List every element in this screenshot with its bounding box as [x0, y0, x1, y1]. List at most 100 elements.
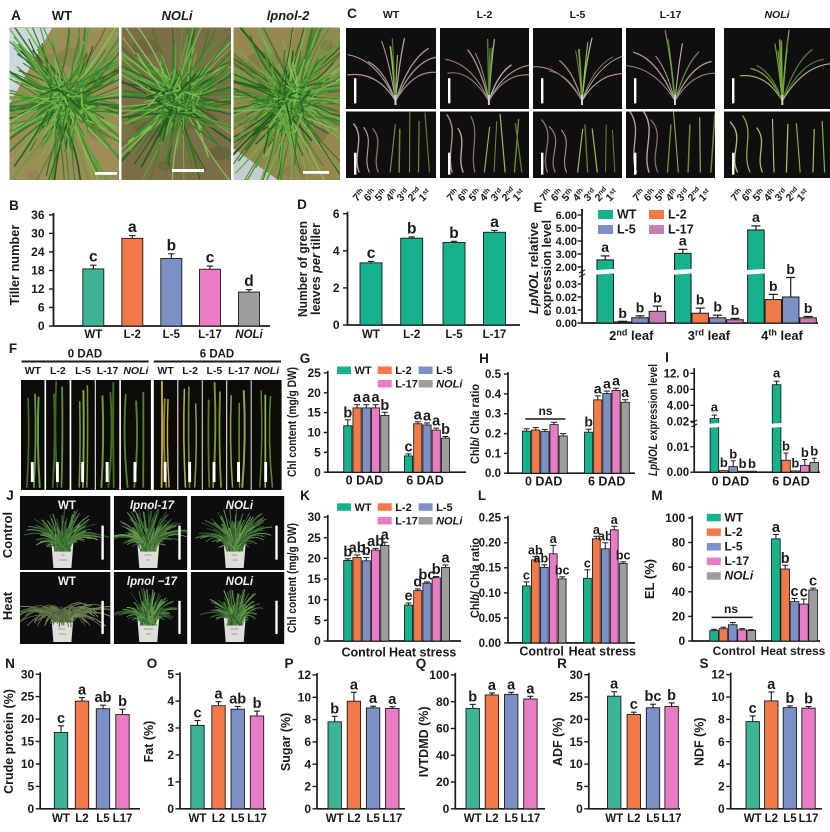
svg-text:ns: ns	[538, 404, 552, 418]
svg-text:a: a	[601, 239, 609, 255]
svg-text:WT: WT	[52, 813, 70, 825]
svg-text:WT: WT	[326, 813, 344, 825]
svg-text:6: 6	[333, 207, 340, 221]
svg-text:100: 100	[429, 668, 449, 682]
svg-text:ADF (%): ADF (%)	[551, 717, 565, 766]
svg-text:6: 6	[304, 735, 311, 749]
svg-text:L17: L17	[113, 813, 133, 825]
svg-text:60: 60	[436, 722, 450, 736]
svg-text:L-17: L-17	[97, 365, 119, 377]
svg-text:a: a	[369, 691, 378, 707]
svg-text:b: b	[713, 299, 722, 315]
svg-text:lpnol-17: lpnol-17	[130, 500, 175, 512]
svg-text:L2: L2	[212, 813, 225, 825]
svg-text:a: a	[372, 390, 381, 406]
svg-text:3.00: 3.00	[556, 249, 577, 261]
svg-text:0.15: 0.15	[479, 563, 502, 575]
svg-text:0.1: 0.1	[485, 448, 502, 460]
svg-text:a: a	[711, 400, 719, 415]
svg-text:0.01: 0.01	[667, 442, 690, 454]
svg-text:b: b	[748, 456, 756, 471]
svg-text:L-17: L-17	[395, 379, 418, 391]
svg-text:a: a	[441, 551, 450, 567]
svg-text:Chlb/ Chla ratio: Chlb/ Chla ratio	[470, 384, 482, 464]
svg-text:c: c	[749, 701, 757, 717]
svg-text:a: a	[214, 687, 223, 703]
svg-text:IVTDMD (%): IVTDMD (%)	[417, 706, 431, 777]
svg-text:L17: L17	[799, 813, 819, 825]
svg-text:0: 0	[679, 634, 686, 648]
svg-text:expression level: expression level	[540, 220, 554, 316]
svg-text:0 DAD: 0 DAD	[68, 349, 103, 361]
svg-text:b: b	[584, 414, 593, 430]
svg-text:b: b	[696, 292, 705, 308]
svg-text:b: b	[441, 422, 450, 438]
svg-text:8: 8	[304, 713, 311, 727]
svg-text:L-5: L-5	[436, 502, 453, 514]
svg-text:b: b	[343, 405, 352, 421]
svg-text:Control: Control	[0, 512, 15, 558]
svg-text:2: 2	[167, 748, 174, 762]
svg-text:b: b	[769, 278, 778, 294]
svg-text:c: c	[790, 584, 798, 600]
svg-text:L-5: L-5	[207, 365, 223, 377]
svg-text:a: a	[362, 390, 371, 406]
svg-text:a: a	[603, 376, 611, 392]
svg-text:0.00: 0.00	[667, 467, 689, 479]
svg-text:L-2: L-2	[477, 9, 493, 21]
svg-text:4: 4	[167, 694, 174, 708]
svg-text:a: a	[767, 677, 776, 693]
svg-text:NOLi: NOLi	[226, 500, 254, 512]
svg-text:O: O	[147, 656, 158, 671]
svg-text:L-17: L-17	[228, 365, 250, 377]
svg-text:15: 15	[307, 572, 321, 586]
svg-text:12. 0: 12. 0	[664, 368, 690, 380]
svg-text:100: 100	[665, 511, 685, 525]
svg-text:WT: WT	[355, 502, 372, 514]
svg-text:0: 0	[576, 802, 583, 816]
svg-text:a: a	[550, 532, 558, 546]
svg-text:L-17: L-17	[198, 329, 222, 341]
svg-text:2: 2	[333, 281, 340, 295]
svg-text:NOLi: NOLi	[436, 379, 463, 391]
svg-text:Chlb/ Chla ratio: Chlb/ Chla ratio	[470, 538, 482, 618]
svg-text:20: 20	[307, 551, 321, 565]
svg-text:0: 0	[718, 802, 725, 816]
svg-text:L5: L5	[366, 813, 380, 825]
svg-text:b: b	[781, 551, 790, 567]
svg-text:S: S	[699, 656, 708, 671]
svg-text:b: b	[785, 691, 794, 707]
svg-text:a: a	[423, 409, 432, 425]
svg-text:bc: bc	[616, 548, 631, 562]
svg-text:WT: WT	[58, 500, 76, 512]
svg-text:4: 4	[304, 757, 311, 771]
svg-text:0 DAD: 0 DAD	[525, 475, 563, 489]
svg-text:WT: WT	[383, 9, 400, 21]
svg-text:L-2: L-2	[182, 365, 198, 377]
svg-text:0.02: 0.02	[667, 416, 689, 428]
svg-text:Chl content (mg/g DW): Chl content (mg/g DW)	[285, 367, 299, 477]
svg-text:6: 6	[718, 735, 725, 749]
svg-text:5: 5	[167, 667, 174, 681]
svg-text:0 DAD: 0 DAD	[346, 474, 384, 488]
svg-text:P: P	[284, 656, 293, 671]
svg-text:b: b	[810, 444, 818, 459]
svg-text:2: 2	[304, 780, 311, 794]
svg-text:0.00: 0.00	[479, 638, 501, 650]
svg-text:L-2: L-2	[395, 502, 412, 514]
svg-text:30: 30	[31, 227, 45, 241]
svg-text:Fat (%): Fat (%)	[142, 721, 156, 763]
svg-text:F: F	[9, 341, 17, 356]
svg-text:L5: L5	[504, 813, 518, 825]
svg-text:a: a	[353, 390, 362, 406]
svg-text:d: d	[244, 273, 253, 290]
svg-text:6 DAD: 6 DAD	[588, 475, 626, 489]
svg-text:a: a	[593, 523, 601, 537]
svg-text:a: a	[78, 683, 87, 699]
svg-text:a: a	[752, 209, 760, 225]
svg-text:5: 5	[314, 613, 321, 627]
svg-text:0.02: 0.02	[556, 292, 577, 304]
svg-text:L2: L2	[765, 813, 778, 825]
svg-text:L-17: L-17	[483, 329, 507, 341]
svg-text:WT: WT	[52, 8, 72, 23]
